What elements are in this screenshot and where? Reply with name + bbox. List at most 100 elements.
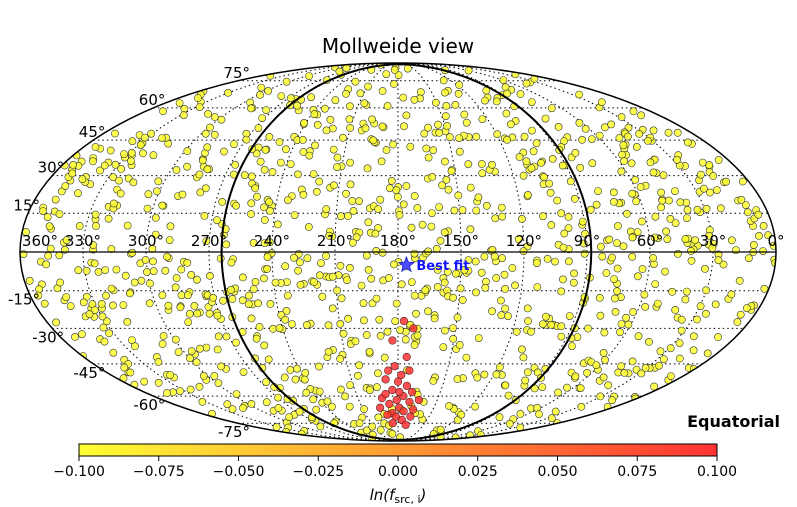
data-point xyxy=(378,87,387,95)
data-point xyxy=(378,122,387,131)
data-point xyxy=(659,171,668,180)
data-point xyxy=(412,309,420,318)
data-point xyxy=(176,303,185,312)
data-point xyxy=(44,251,53,260)
data-point xyxy=(151,213,160,222)
data-point xyxy=(627,159,636,168)
data-point xyxy=(640,290,649,299)
data-point xyxy=(440,326,449,335)
data-point xyxy=(163,252,171,261)
data-point xyxy=(254,124,263,133)
data-point xyxy=(171,335,180,344)
data-point xyxy=(273,220,282,229)
data-point xyxy=(338,133,347,142)
data-point xyxy=(336,212,345,221)
data-point xyxy=(677,326,686,335)
high-data-point xyxy=(393,377,403,386)
data-point xyxy=(440,88,449,97)
data-point xyxy=(559,275,567,284)
data-point xyxy=(296,280,305,289)
data-point xyxy=(328,272,337,281)
high-data-point xyxy=(390,362,399,371)
data-point xyxy=(336,354,345,363)
data-point xyxy=(689,346,698,355)
data-point xyxy=(281,145,290,154)
data-point xyxy=(187,270,196,279)
lat-tick-label: -60° xyxy=(133,396,165,414)
data-point xyxy=(722,177,730,186)
data-point xyxy=(213,311,222,320)
data-point xyxy=(545,179,554,188)
data-point xyxy=(74,266,83,275)
data-point xyxy=(339,329,348,338)
data-point xyxy=(505,419,514,428)
data-point xyxy=(190,301,199,310)
data-point xyxy=(247,314,256,323)
data-point xyxy=(683,205,692,214)
data-point xyxy=(523,368,532,377)
data-point xyxy=(254,299,262,308)
high-data-point xyxy=(405,397,414,407)
data-point xyxy=(689,332,698,341)
data-point xyxy=(363,164,372,173)
data-point xyxy=(619,141,628,150)
data-point xyxy=(527,98,536,106)
data-point xyxy=(265,132,274,141)
data-point xyxy=(362,331,371,339)
data-point xyxy=(519,353,528,362)
data-point xyxy=(429,146,438,155)
data-point xyxy=(557,287,566,296)
data-point xyxy=(154,177,163,186)
data-point xyxy=(293,364,301,373)
data-point xyxy=(320,104,329,113)
data-point xyxy=(214,379,223,387)
data-point xyxy=(451,433,460,441)
data-point xyxy=(144,190,153,199)
data-point xyxy=(557,332,566,341)
data-point xyxy=(376,331,385,340)
data-point xyxy=(464,160,473,169)
data-point xyxy=(671,305,680,314)
data-point xyxy=(516,90,525,98)
data-point xyxy=(260,239,269,247)
colorbar-label-close: ) xyxy=(420,486,427,504)
data-point xyxy=(183,162,191,171)
data-point xyxy=(706,188,714,197)
data-point xyxy=(702,309,710,318)
data-point xyxy=(638,265,647,273)
data-point xyxy=(220,147,228,156)
data-point xyxy=(714,333,722,341)
data-point xyxy=(291,375,300,384)
data-point xyxy=(650,233,659,242)
data-point xyxy=(346,124,354,132)
data-point xyxy=(570,194,579,203)
data-point xyxy=(335,67,344,76)
data-point xyxy=(227,258,236,267)
data-point xyxy=(165,236,174,244)
data-point xyxy=(611,294,619,303)
data-point xyxy=(149,257,157,266)
data-point xyxy=(329,145,338,154)
data-point xyxy=(315,177,324,186)
data-point xyxy=(104,214,113,223)
data-point xyxy=(62,293,71,301)
data-point xyxy=(154,358,163,366)
data-point xyxy=(677,315,686,324)
data-point xyxy=(351,77,360,86)
data-point xyxy=(362,251,371,260)
data-point xyxy=(375,315,384,324)
data-point xyxy=(130,342,139,351)
data-point xyxy=(311,141,319,150)
data-point xyxy=(696,302,705,311)
data-point xyxy=(472,206,481,215)
data-point xyxy=(376,426,385,434)
data-point xyxy=(294,266,302,275)
data-point xyxy=(742,304,751,313)
data-point xyxy=(599,348,608,357)
data-point xyxy=(609,188,618,197)
data-point xyxy=(683,214,691,222)
data-point xyxy=(331,96,340,105)
colorbar-tick-label: 0.025 xyxy=(458,464,498,480)
data-point xyxy=(693,205,702,214)
